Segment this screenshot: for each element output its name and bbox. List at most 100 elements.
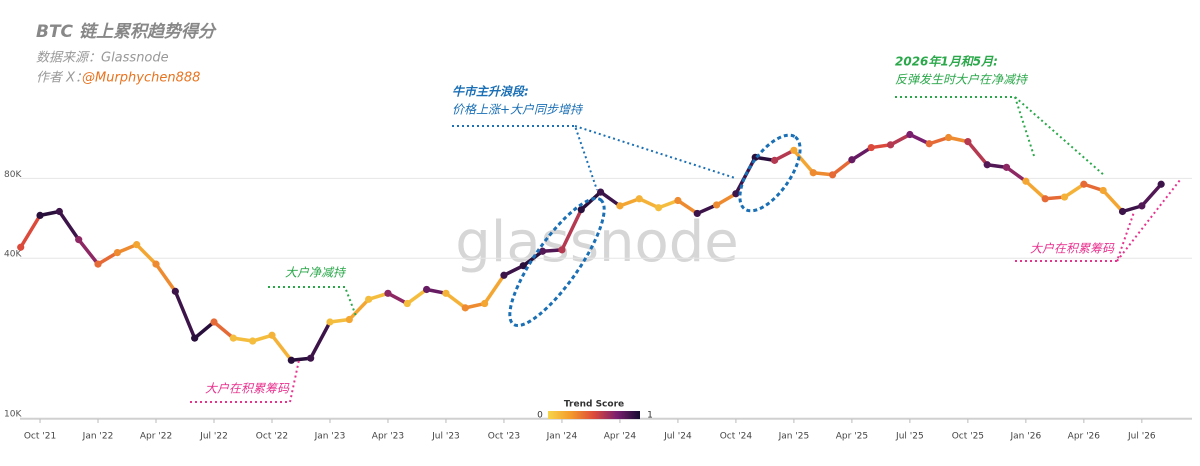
colorbar-title: Trend Score [564,400,624,410]
price-point [75,236,83,244]
price-point [268,331,276,339]
price-point [790,146,798,154]
price-segment [1024,179,1047,201]
annotation: 价格上涨+大户同步增持 [452,103,584,117]
price-segment [347,297,371,322]
author-label: 作者 X： [36,71,88,86]
price-segment [714,191,738,207]
colorbar-tick: 0 [537,411,543,421]
price-point [906,130,914,139]
x-tick-label: Jul '22 [199,432,228,442]
x-tick-label: Jul '25 [895,432,924,442]
price-segment [192,320,216,340]
price-point [693,209,701,218]
price-segment [888,132,912,147]
x-tick-label: Apr '25 [836,432,868,442]
price-segment [270,333,294,363]
price-point [36,211,44,220]
x-tick-label: Oct '22 [256,432,288,442]
price-point [17,243,25,251]
x-tick-label: Oct '24 [720,432,753,442]
price-point [732,190,740,198]
y-tick-label: 80K [4,170,22,180]
chart-title: BTC 链上累积趋势得分 [36,22,217,42]
price-point [519,262,527,270]
price-segment [308,320,332,360]
x-tick-label: Apr '23 [372,432,404,442]
x-tick-label: Jul '24 [663,432,692,442]
price-segment [386,291,410,306]
price-segment [676,198,699,216]
price-segment [76,237,100,266]
price-point [442,289,450,297]
price-point [886,141,895,149]
price-point [712,201,721,209]
price-point [828,171,837,179]
price-segment [1062,182,1086,199]
price-segment [830,158,854,177]
price-point [848,156,856,164]
price-point [55,207,63,216]
price-point [944,133,953,142]
price-segment [173,289,197,340]
x-tick-label: Jul '23 [431,432,460,442]
price-segment [134,242,158,266]
price-point [229,334,237,342]
price-point [1041,195,1049,203]
price-segment [560,207,584,252]
source: 数据来源：Glassnode [36,51,169,66]
price-point [1022,177,1030,185]
price-segment [772,148,796,163]
price-point [577,205,585,214]
plot: 10K 40K 80K Oct '21 Jan '22 Apr '22 Jul '22 Oct… [4,130,1192,442]
x-tick-label: Apr '22 [140,432,172,442]
price-point [616,202,624,210]
author-handle: @Murphychen888 [82,71,200,86]
x-tick-label: Oct '23 [488,432,520,442]
price-segment [966,139,989,167]
price-segment [57,209,81,242]
price-point [964,138,972,146]
price-point [210,318,218,326]
price-segment [405,287,429,306]
price-point [809,169,817,177]
price-point [1118,207,1127,216]
price-segment [96,250,120,266]
price-segment [734,155,757,196]
price-segment [792,148,815,175]
x-tick-label: Apr '24 [604,432,637,442]
annotation: 反弹发生时大户在净减持 [895,73,1029,87]
annotation: 大户净减持 [285,266,347,280]
price-point [481,299,489,308]
price-segment [212,320,236,340]
price-segment [444,291,468,310]
price-point [384,289,392,297]
price-point [249,337,257,345]
price-segment [18,213,42,249]
price-point [597,188,605,196]
x-tick-label: Jan '22 [82,432,114,442]
price-point [94,260,102,268]
price-point [403,299,411,308]
price-point [867,143,875,152]
x-tick-label: Jan '23 [314,432,346,442]
price-segment [850,145,873,162]
price-point [287,356,295,364]
x-tick-label: Jan '25 [778,432,810,442]
price-point [925,140,933,148]
price-segment [1101,188,1125,214]
x-tick-label: Oct '25 [952,432,984,442]
annotation: 2026年1月和5月: [895,55,998,69]
price-point [500,271,508,279]
price-segment [1004,165,1028,184]
x-tick-label: Jul '26 [1127,432,1156,442]
price-point [539,247,547,255]
price-point [635,195,643,203]
price-point [1157,180,1165,188]
annotation: 牛市主升浪段: [452,85,529,99]
price-point [1099,186,1107,195]
annotation: 大户在积累筹码 [1030,242,1115,256]
y-tick-label: 10K [4,410,22,420]
price-segment [521,249,545,268]
price-point [365,295,373,303]
